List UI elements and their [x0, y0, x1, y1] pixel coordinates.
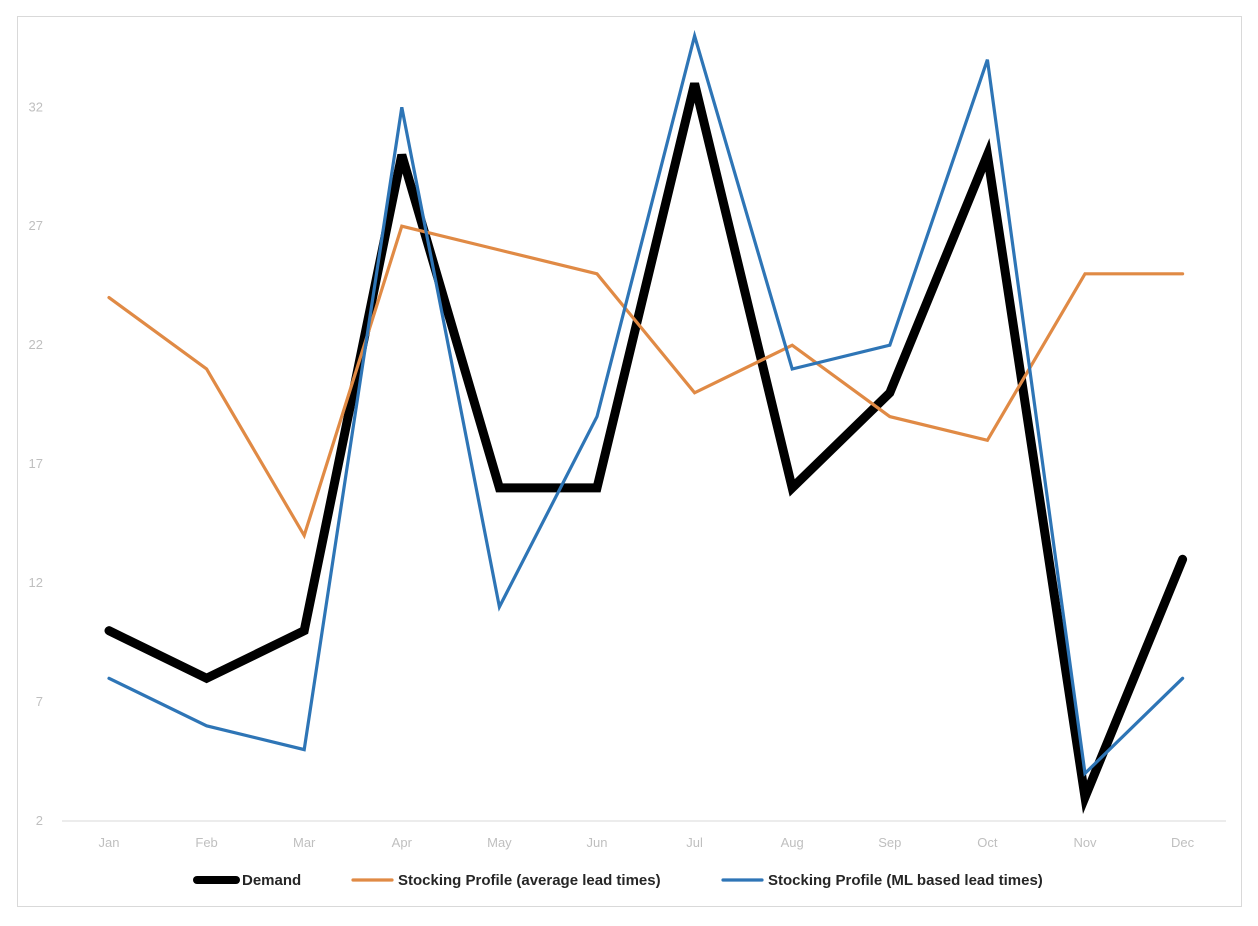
x-tick-label: Mar [293, 835, 316, 850]
y-tick-label: 2 [36, 813, 43, 828]
x-tick-label: Aug [781, 835, 804, 850]
y-tick-label: 7 [36, 694, 43, 709]
x-tick-label: Apr [392, 835, 413, 850]
legend-label-2: Stocking Profile (average lead times) [398, 872, 661, 889]
y-tick-label: 32 [29, 99, 43, 114]
y-tick-label: 27 [29, 218, 43, 233]
y-tick-label: 12 [29, 575, 43, 590]
x-tick-label: Nov [1073, 835, 1097, 850]
x-tick-label: May [487, 835, 512, 850]
series-line-3 [107, 29, 1185, 777]
x-tick-label: Jan [99, 835, 120, 850]
x-tick-label: Feb [195, 835, 217, 850]
series-line-1 [104, 82, 1188, 814]
legend-label-3: Stocking Profile (ML based lead times) [768, 872, 1043, 889]
y-tick-label: 22 [29, 337, 43, 352]
x-tick-label: Sep [878, 835, 901, 850]
legend-label-1: Demand [242, 872, 301, 889]
x-tick-label: Oct [977, 835, 998, 850]
x-tick-label: Jun [587, 835, 608, 850]
x-tick-label: Dec [1171, 835, 1195, 850]
series-line-2 [107, 224, 1185, 540]
x-tick-label: Jul [686, 835, 703, 850]
y-tick-label: 17 [29, 456, 43, 471]
